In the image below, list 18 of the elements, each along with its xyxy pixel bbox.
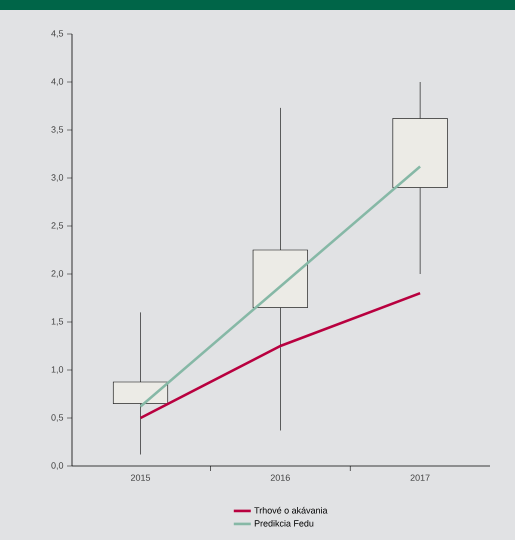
y-tick-label: 0,0 (51, 462, 64, 470)
y-tick-label: 1,5 (52, 318, 64, 326)
y-tick-label: 1,0 (52, 366, 64, 374)
y-tick-label: 4,0 (51, 78, 64, 86)
legend-label: Trhové o akávania (254, 506, 328, 514)
y-tick-label: 2,0 (51, 270, 64, 278)
y-tick-label: 3,0 (51, 174, 64, 182)
y-tick-label: 3,5 (51, 126, 64, 134)
y-tick-label: 4,5 (51, 30, 64, 38)
x-tick-label: 2017 (410, 474, 430, 481)
x-tick-label: 2016 (270, 474, 290, 481)
y-tick-label: 2,5 (51, 222, 64, 230)
candlestick (392, 82, 448, 274)
candlestick (112, 312, 168, 455)
x-tick-label: 2015 (130, 474, 150, 481)
candlestick (252, 108, 308, 431)
y-tick-label: 0,5 (51, 414, 64, 422)
legend-label: Predikcia Fedu (254, 520, 314, 527)
